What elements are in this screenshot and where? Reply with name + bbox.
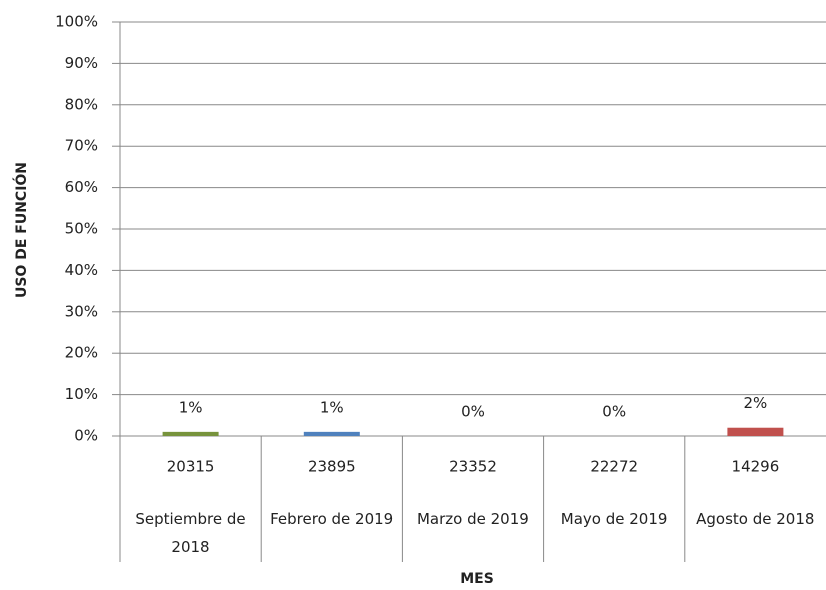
x-tick-label: Marzo de 2019 [416, 510, 529, 528]
bar [727, 427, 784, 436]
y-tick-label: 20% [65, 344, 98, 362]
y-tick-label: 50% [65, 220, 98, 238]
x-tick-label: Agosto de 2018 [696, 510, 815, 528]
y-tick-label: 10% [65, 385, 98, 403]
value-label: 0% [461, 403, 485, 421]
y-tick-label: 40% [65, 261, 98, 279]
y-tick-label: 60% [65, 178, 98, 196]
value-label: 1% [320, 398, 344, 416]
value-label: 2% [744, 394, 768, 412]
y-tick-label: 80% [65, 95, 98, 113]
y-tick-label: 90% [65, 54, 98, 72]
bar [303, 431, 360, 436]
value-label: 0% [602, 403, 626, 421]
category-code: 20315 [167, 458, 215, 476]
y-tick-label: 30% [65, 302, 98, 320]
x-tick-label: Septiembre de 2018 [135, 510, 246, 556]
category-code: 23895 [308, 458, 356, 476]
category-code: 23352 [449, 458, 497, 476]
category-code: 22272 [590, 458, 638, 476]
value-label: 1% [179, 398, 203, 416]
x-tick-label: Mayo de 2019 [560, 510, 668, 528]
x-tick-label: Febrero de 2019 [270, 510, 394, 528]
y-tick-label: 70% [65, 137, 98, 155]
bar [162, 431, 219, 436]
y-axis-label: USO DE FUNCIÓN [12, 162, 30, 298]
y-tick-label: 100% [55, 13, 98, 31]
category-code: 14296 [732, 458, 780, 476]
y-tick-label: 0% [74, 427, 98, 445]
x-axis-label: MES [460, 571, 494, 587]
